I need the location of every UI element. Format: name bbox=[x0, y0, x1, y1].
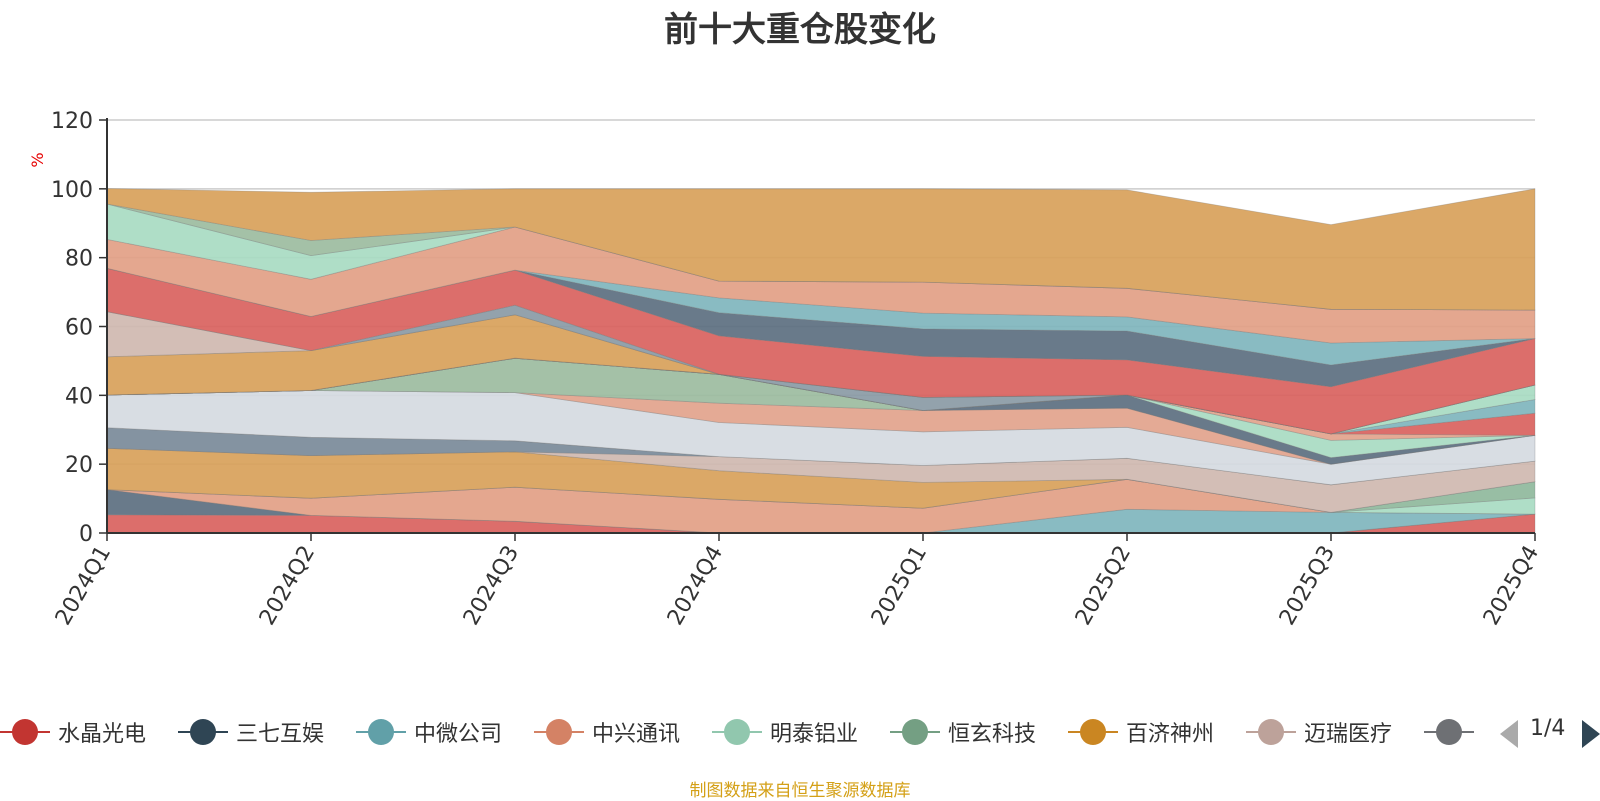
legend-items: 水晶光电 三七互娱 中微公司 中兴通讯 明泰铝业 恒玄科技 百济神州 迈瑞医疗 景 bbox=[0, 712, 1482, 752]
data-source-footer: 制图数据来自恒生聚源数据库 bbox=[689, 781, 911, 801]
legend-marker-icon bbox=[0, 712, 50, 752]
legend-prev-page-icon[interactable] bbox=[1500, 720, 1518, 748]
y-tick-label: 120 bbox=[51, 109, 93, 134]
area-other-u bbox=[106, 188, 1536, 311]
legend-marker-icon bbox=[712, 712, 762, 752]
y-axis-title: % bbox=[28, 152, 47, 167]
legend-marker-icon bbox=[1246, 712, 1296, 752]
y-tick-label: 100 bbox=[51, 178, 93, 203]
legend-item[interactable]: 中微公司 bbox=[356, 712, 502, 752]
x-tick-label: 2024Q1 bbox=[51, 542, 116, 630]
legend-item[interactable]: 中兴通讯 bbox=[534, 712, 680, 752]
legend-item[interactable]: 恒玄科技 bbox=[890, 712, 1036, 752]
x-tick-label: 2025Q2 bbox=[1071, 542, 1136, 630]
legend-marker-icon bbox=[1424, 712, 1474, 752]
legend-label: 恒玄科技 bbox=[948, 722, 1037, 747]
legend-marker-icon bbox=[178, 712, 228, 752]
legend-item[interactable]: 水晶光电 bbox=[0, 712, 146, 752]
y-tick-label: 40 bbox=[65, 384, 93, 409]
legend-label: 迈瑞医疗 bbox=[1304, 722, 1393, 747]
legend-marker-icon bbox=[890, 712, 940, 752]
area-迈瑞医疗 bbox=[106, 447, 1536, 513]
legend-item[interactable]: 景 bbox=[1424, 712, 1482, 752]
y-tick-label: 80 bbox=[65, 247, 93, 272]
chart-title: 前十大重仓股变化 bbox=[664, 10, 936, 50]
x-tick-label: 2025Q3 bbox=[1275, 542, 1340, 630]
legend-page-indicator: 1/4 bbox=[1530, 716, 1566, 741]
legend-label: 三七互娱 bbox=[236, 722, 325, 747]
y-tick-label: 20 bbox=[65, 453, 93, 478]
x-tick-label: 2024Q4 bbox=[663, 542, 728, 630]
legend-label: 百济神州 bbox=[1126, 722, 1215, 747]
y-tick-label: 60 bbox=[65, 316, 93, 341]
legend-item[interactable]: 百济神州 bbox=[1068, 712, 1214, 752]
y-tick-label: 0 bbox=[79, 522, 93, 547]
area-other-r bbox=[106, 226, 1536, 344]
legend-marker-icon bbox=[1068, 712, 1118, 752]
legend-label: 水晶光电 bbox=[58, 722, 147, 747]
x-tick-label: 2025Q1 bbox=[867, 542, 932, 630]
legend-label: 明泰铝业 bbox=[770, 722, 859, 747]
legend-marker-icon bbox=[356, 712, 406, 752]
x-tick-label: 2024Q3 bbox=[459, 542, 524, 630]
legend-item[interactable]: 三七互娱 bbox=[178, 712, 324, 752]
x-tick-label: 2025Q4 bbox=[1479, 542, 1544, 630]
legend-item[interactable]: 迈瑞医疗 bbox=[1246, 712, 1392, 752]
legend: 水晶光电 三七互娱 中微公司 中兴通讯 明泰铝业 恒玄科技 百济神州 迈瑞医疗 景 1/4 bbox=[0, 712, 1600, 752]
area-series bbox=[106, 188, 1536, 534]
legend-label: 中兴通讯 bbox=[592, 722, 681, 747]
legend-marker-icon bbox=[534, 712, 584, 752]
legend-next-page-icon[interactable] bbox=[1582, 720, 1600, 748]
legend-label: 中微公司 bbox=[414, 722, 503, 747]
x-tick-label: 2024Q2 bbox=[255, 542, 320, 630]
legend-item[interactable]: 明泰铝业 bbox=[712, 712, 858, 752]
area-other-a bbox=[106, 427, 1536, 486]
